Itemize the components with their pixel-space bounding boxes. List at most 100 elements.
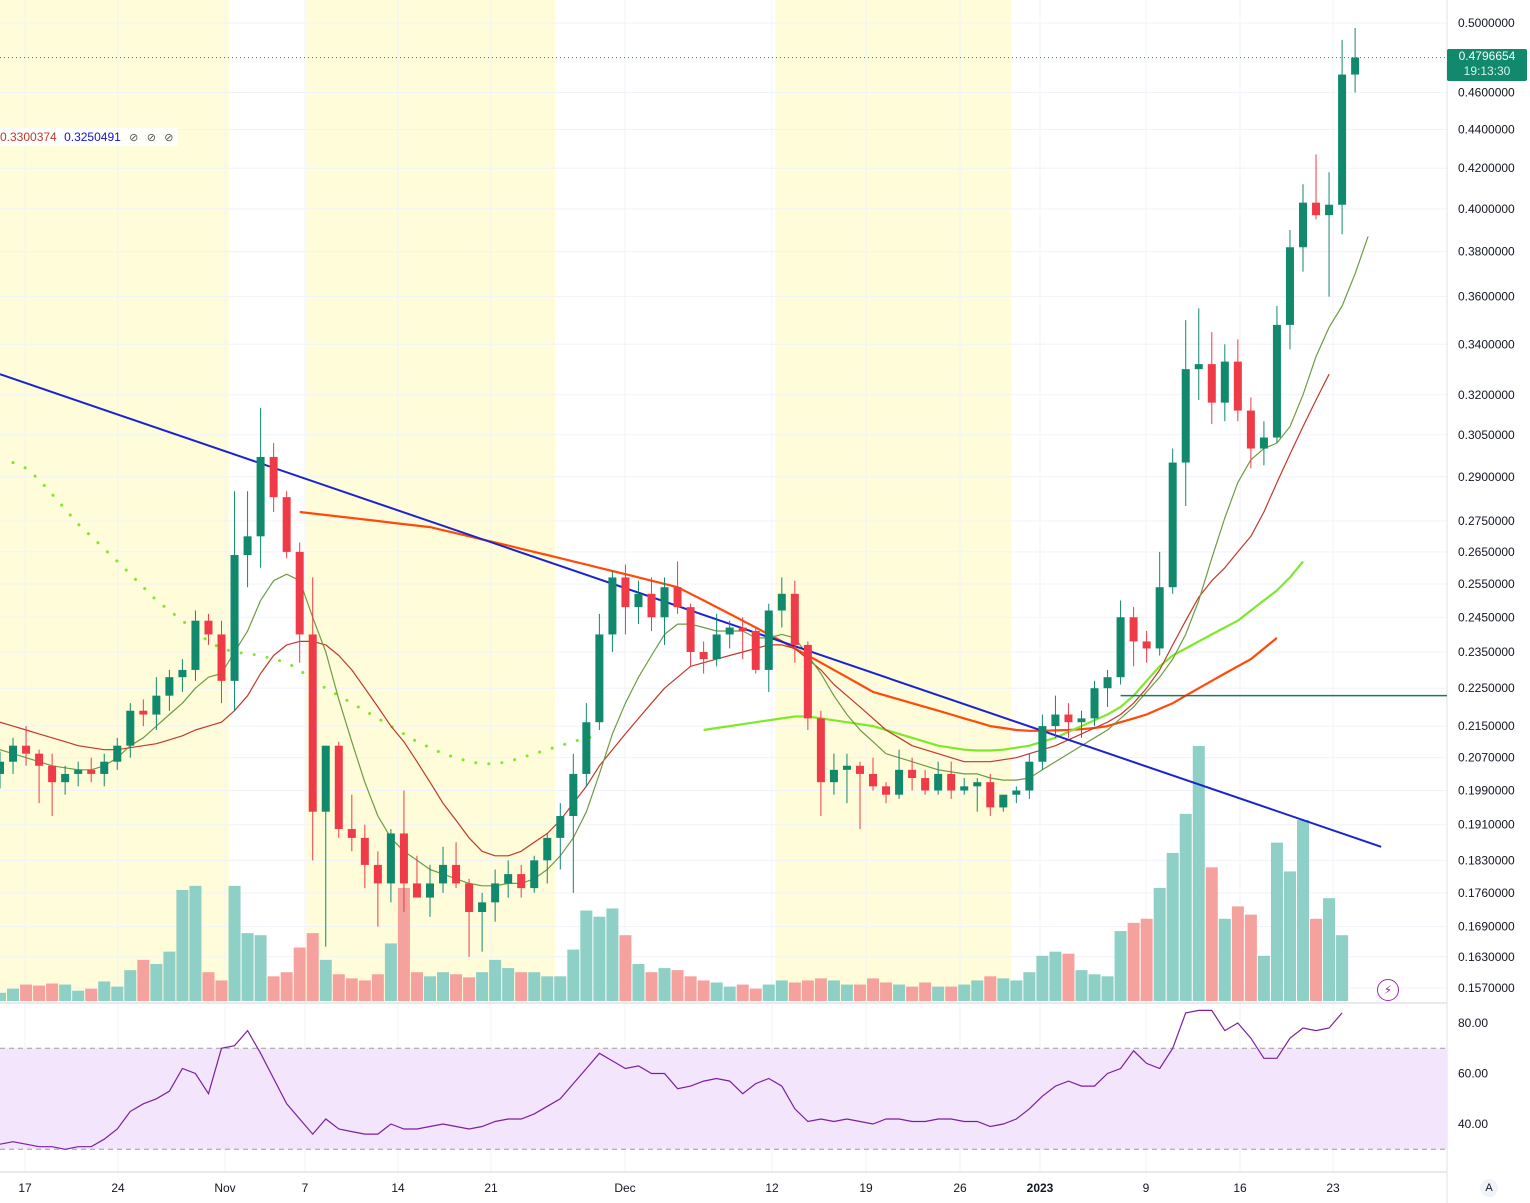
volume-bar [710,982,723,1001]
candle-body [256,456,265,537]
price-tick-label: 0.2450000 [1458,610,1515,624]
candle-body [243,536,252,556]
candle-body [816,718,825,783]
candle-body [1181,369,1190,463]
volume-bar [853,984,866,1001]
date-tick-label: 23 [1326,1181,1340,1195]
volume-bar [502,968,515,1001]
rsi-band [0,1048,1447,1150]
date-tick-label: Nov [214,1181,235,1195]
date-axis[interactable]: 17 24 Nov 7 14 21 Dec 12 19 26 2023 9 16 23 [18,1181,1340,1195]
volume-bar [33,985,46,1001]
candle-body [1220,361,1229,403]
candle-body [0,761,4,774]
price-tick-label: 0.4600000 [1458,85,1515,99]
candle-body [660,587,669,618]
candle-body [399,833,408,884]
volume-bar [20,984,33,1001]
candle-body [764,610,773,670]
volume-bar [371,974,384,1001]
volume-bar [827,980,840,1001]
date-tick-label: 12 [765,1181,779,1195]
volume-bar [293,947,306,1001]
volume-bar [1153,887,1166,1001]
candle-body [191,620,200,670]
price-tick-label: 0.2650000 [1458,545,1515,559]
volume-bar [254,935,267,1001]
candle-body [504,874,513,884]
price-tick-label: 0.2550000 [1458,577,1515,591]
candle-body [439,864,448,884]
candle-body [386,833,395,884]
price-tick-label: 0.1910000 [1458,818,1515,832]
ema-slow-line [0,373,1330,857]
candle-body [895,769,904,795]
volume-bar [46,983,59,1001]
volume-bar [1323,898,1336,1001]
candle-body [855,765,864,774]
volume-bar [384,943,397,1001]
candle-body [308,634,317,812]
candle-body [712,634,721,660]
eye-off-icon[interactable]: ⊘ [146,132,156,144]
candle-body [634,593,643,608]
price-tick-label: 0.2900000 [1458,470,1515,484]
candle-body [217,634,226,681]
price-tick-label: 0.2350000 [1458,645,1515,659]
price-tick-label: 0.1830000 [1458,853,1515,867]
volume-bar [85,988,98,1001]
price-axis[interactable]: 0.5000000 0.4600000 0.4400000 0.4200000 0.40… [1458,16,1515,1131]
candle-body [22,745,31,754]
candle-body [1285,247,1294,325]
volume-bar [593,916,606,1001]
candle-body [699,651,708,660]
candle-body [360,837,369,865]
indicator-legend: 0.3300374 0.3250491 ⊘ ⊘ ⊘ [0,128,178,146]
candle-body [282,497,291,552]
date-tick-label: 14 [391,1181,405,1195]
candle-body [100,761,109,774]
candle-body [582,722,591,774]
volume-bar [1023,972,1036,1001]
candle-body [803,644,812,719]
candle-body [1168,462,1177,588]
volume-bar [684,976,697,1001]
last-price: 0.4796654 [1458,49,1516,63]
candle-body [1259,437,1268,449]
volume-bar [801,980,814,1001]
date-tick-label: 9 [1143,1181,1150,1195]
candle-body [48,765,57,783]
auto-scale-button[interactable]: A [1480,1179,1498,1197]
eye-off-icon[interactable]: ⊘ [164,132,174,144]
volume-bar [463,977,476,1001]
last-price-tag: 0.4796654 19:13:30 [1447,49,1527,81]
price-tick-label: 0.2250000 [1458,681,1515,695]
candle-body [1142,641,1151,649]
volume-bar [410,972,423,1001]
price-tick-label: 0.5000000 [1458,16,1515,30]
legend-value-2: 0.3250491 [64,130,121,144]
candle-body [1116,617,1125,678]
candle-body [113,745,122,762]
candle-body [999,794,1008,808]
candle-body [452,864,461,884]
eye-off-icon[interactable]: ⊘ [129,132,139,144]
lightning-icon[interactable]: ⚡ [1377,979,1399,1001]
price-tick-label: 0.3600000 [1458,290,1515,304]
candle-body [465,883,474,912]
candle-body [412,883,421,898]
candle-body [165,677,174,696]
date-tick-label: 24 [111,1181,125,1195]
price-tick-label: 0.1630000 [1458,950,1515,964]
volume-bar [111,986,124,1001]
volume-bar [919,982,932,1001]
volume-bar [775,980,788,1001]
volume-bar [124,970,137,1001]
volume-bar [1075,970,1088,1001]
volume-bar [788,982,801,1001]
volume-bar [554,976,567,1001]
volume-bar [1192,746,1205,1001]
candle-body [608,577,617,635]
candle-body [869,773,878,787]
